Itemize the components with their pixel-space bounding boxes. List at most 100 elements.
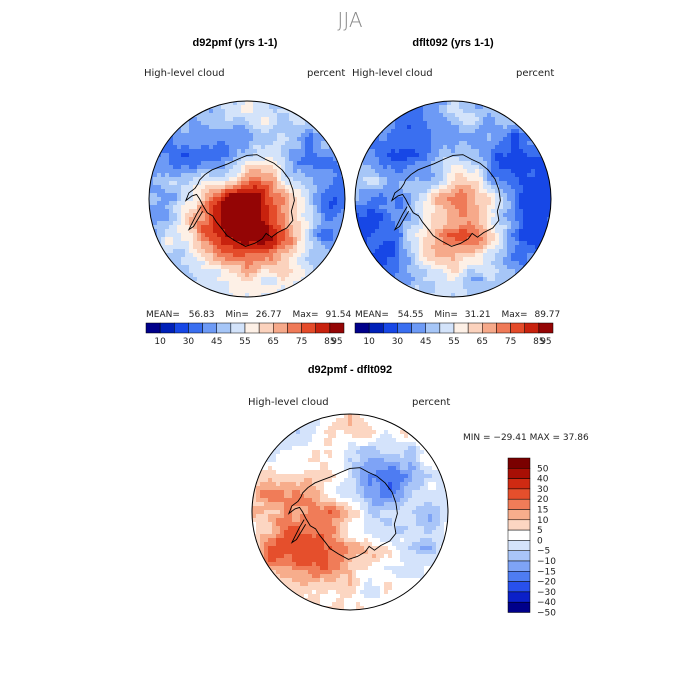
- left-colorbar-box: [159, 322, 175, 334]
- right-colorbar-box: [453, 322, 469, 334]
- diff-variable-label: High-level cloud: [248, 397, 329, 408]
- right-colorbar-box: [439, 322, 455, 334]
- diff-units-label: percent: [412, 397, 451, 408]
- right-colorbar-box: [411, 322, 426, 334]
- right-mean-label: MEAN=: [355, 310, 389, 320]
- right-colorbar-tick-label: 95: [540, 337, 551, 347]
- left-colorbar-box: [188, 322, 203, 334]
- left-colorbar-box: [230, 322, 246, 334]
- right-colorbar-box: [425, 322, 441, 334]
- left-mean-value: 56.83: [188, 310, 215, 320]
- left-colorbar-box: [329, 322, 345, 334]
- diff-colorbar-tick-label: 15: [537, 506, 548, 516]
- left-colorbar-box: [174, 322, 189, 334]
- diff-colorbar-tick-label: −20: [537, 578, 556, 588]
- right-colorbar-box: [538, 322, 554, 334]
- right-colorbar-tick-label: 75: [505, 337, 516, 347]
- diff-colorbar-box: [507, 540, 531, 551]
- right-max-label: Max=: [501, 310, 528, 320]
- left-colorbar-box: [258, 322, 274, 334]
- diff-colorbar-box: [507, 478, 531, 490]
- left-units-label: percent: [307, 68, 346, 79]
- diff-colorbar-box: [507, 560, 531, 572]
- diff-map-border: [251, 413, 449, 611]
- left-colorbar-tick-label: 85: [324, 337, 335, 347]
- right-min-label: Min=: [434, 310, 458, 320]
- diff-colorbar-tick-label: −40: [537, 598, 556, 608]
- diff-colorbar-tick-label: 50: [537, 464, 549, 474]
- right-map: [354, 100, 552, 298]
- right-colorbar-tick-label: 10: [363, 337, 375, 347]
- right-colorbar-box: [383, 322, 398, 334]
- left-colorbar-box: [145, 322, 161, 334]
- right-colorbar-tick-label: 65: [477, 337, 488, 347]
- diff-colorbar-tick-label: 40: [537, 475, 549, 485]
- left-peninsula: [187, 206, 204, 231]
- left-map: [148, 100, 346, 298]
- left-coastline: [184, 154, 295, 247]
- right-colorbar-box: [368, 322, 384, 334]
- left-colorbar-tick-label: 75: [296, 337, 307, 347]
- right-mean-value: 54.55: [397, 310, 424, 320]
- left-max-label: Max=: [292, 310, 319, 320]
- right-colorbar-box: [397, 322, 412, 334]
- left-colorbar-tick-label: 95: [331, 337, 342, 347]
- right-stats: MEAN= 54.55 Min= 31.21 Max= 89.77: [355, 310, 560, 320]
- diff-stats: MIN = −29.41 MAX = 37.86: [463, 433, 589, 443]
- diff-colorbar-tick-label: −30: [537, 588, 556, 598]
- diff-colorbar-tick-label: −50: [537, 609, 556, 619]
- diff-colorbar-tick-label: 5: [537, 526, 543, 536]
- diff-colorbar-box: [507, 488, 531, 500]
- right-colorbar-box: [510, 322, 525, 334]
- left-colorbar-box: [273, 322, 288, 334]
- left-variable-label: High-level cloud: [144, 68, 225, 79]
- right-colorbar-box: [354, 322, 370, 334]
- right-colorbar-box: [524, 322, 540, 334]
- diff-colorbar-box: [507, 550, 531, 562]
- right-coastline: [390, 154, 501, 247]
- diff-colorbar-tick-label: −5: [537, 547, 550, 557]
- right-colorbar-tick-label: 85: [533, 337, 544, 347]
- right-colorbar-tick-label: 30: [392, 337, 404, 347]
- diff-colorbar-box: [507, 509, 531, 521]
- diff-colorbar-box: [507, 571, 531, 582]
- diff-coastline: [287, 467, 398, 560]
- diff-map: [251, 413, 449, 611]
- right-colorbar-box: [467, 322, 483, 334]
- diff-colorbar-box: [507, 591, 531, 603]
- left-colorbar-tick-label: 30: [183, 337, 195, 347]
- diff-colorbar-box: [507, 498, 531, 510]
- diff-colorbar-tick-label: −15: [537, 567, 556, 577]
- left-colorbar-box: [244, 322, 260, 334]
- right-panel-title: dflt092 (yrs 1-1): [412, 37, 494, 49]
- right-min-value: 31.21: [464, 310, 491, 320]
- right-colorbar-tick-label: 55: [448, 337, 459, 347]
- diff-colorbar-tick-label: −10: [537, 557, 556, 567]
- season-title: JJA: [337, 8, 363, 32]
- left-colorbar-tick-label: 55: [239, 337, 250, 347]
- diff-colorbar-box: [507, 601, 531, 613]
- left-field: [149, 101, 345, 297]
- diff-colorbar-tick-label: 30: [537, 485, 549, 495]
- left-panel-title: d92pmf (yrs 1-1): [192, 37, 278, 49]
- right-units-label: percent: [516, 68, 555, 79]
- right-colorbar-tick-label: 45: [420, 337, 431, 347]
- left-mean-label: MEAN=: [146, 310, 180, 320]
- left-colorbar-tick-label: 45: [211, 337, 222, 347]
- left-stats: MEAN= 56.83 Min= 26.77 Max= 91.54: [146, 310, 351, 320]
- left-colorbar-box: [301, 322, 316, 334]
- diff-colorbar-box: [507, 457, 531, 469]
- diff-colorbar-box: [507, 519, 531, 531]
- right-colorbar-box: [496, 322, 511, 334]
- diff-peninsula: [290, 519, 307, 544]
- diff-colorbar-box: [507, 581, 531, 593]
- diff-colorbar-tick-label: 0: [537, 536, 543, 546]
- right-colorbar-box: [482, 322, 497, 334]
- left-min-label: Min=: [225, 310, 249, 320]
- right-max-value: 89.77: [534, 310, 561, 320]
- right-peninsula: [393, 206, 410, 231]
